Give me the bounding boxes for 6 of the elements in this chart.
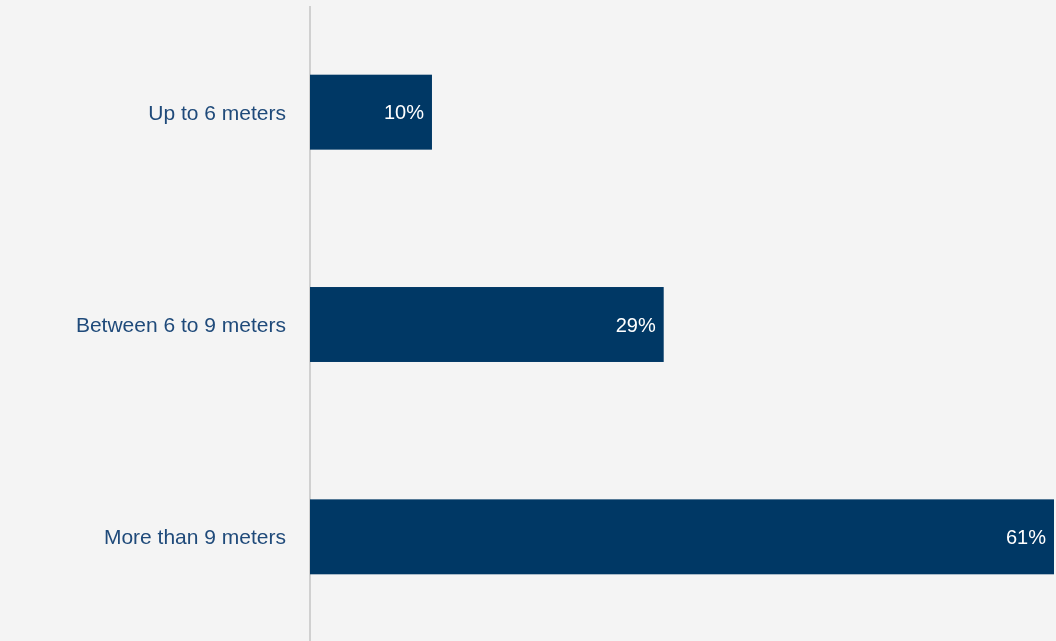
y-tick-label: Up to 6 meters bbox=[148, 100, 286, 124]
data-label: 29% bbox=[615, 313, 656, 336]
y-tick-label: More than 9 meters bbox=[103, 525, 286, 549]
y-tick-label: Between 6 to 9 meters bbox=[75, 312, 286, 336]
data-label: 61% bbox=[1005, 525, 1047, 548]
data-label: 10% bbox=[383, 101, 425, 124]
